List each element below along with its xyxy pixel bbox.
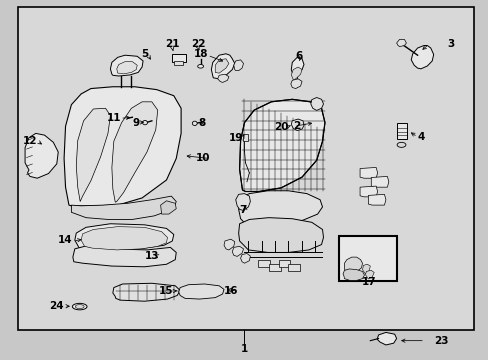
Text: 22: 22 <box>190 40 205 49</box>
Text: 16: 16 <box>224 286 238 296</box>
Bar <box>396 123 407 139</box>
Text: 17: 17 <box>361 277 375 287</box>
Text: 2: 2 <box>293 121 300 131</box>
Polygon shape <box>64 87 181 206</box>
Polygon shape <box>291 57 304 76</box>
Ellipse shape <box>197 64 203 68</box>
Ellipse shape <box>142 121 147 125</box>
Polygon shape <box>240 253 250 263</box>
Ellipse shape <box>75 305 84 309</box>
Polygon shape <box>359 167 377 178</box>
Text: 23: 23 <box>433 336 447 346</box>
Polygon shape <box>258 260 269 267</box>
Polygon shape <box>290 79 302 89</box>
Text: 21: 21 <box>165 40 179 49</box>
Text: 24: 24 <box>49 301 64 311</box>
Polygon shape <box>75 224 173 249</box>
Polygon shape <box>25 134 58 178</box>
Bar <box>242 134 248 140</box>
Polygon shape <box>288 264 300 271</box>
Text: 7: 7 <box>239 206 246 216</box>
Polygon shape <box>310 98 323 111</box>
Text: 11: 11 <box>107 113 122 123</box>
Bar <box>172 54 185 62</box>
Text: 9: 9 <box>132 118 140 128</box>
Polygon shape <box>224 239 234 250</box>
Polygon shape <box>160 201 176 214</box>
Text: 14: 14 <box>58 235 73 245</box>
Polygon shape <box>73 246 176 267</box>
Polygon shape <box>110 55 143 76</box>
Text: 19: 19 <box>229 133 243 143</box>
Text: 3: 3 <box>446 39 453 49</box>
Bar <box>174 61 183 65</box>
Text: 13: 13 <box>144 251 159 261</box>
Polygon shape <box>376 332 396 345</box>
Polygon shape <box>113 283 180 301</box>
Polygon shape <box>211 54 234 79</box>
Polygon shape <box>117 62 137 74</box>
Ellipse shape <box>72 303 87 310</box>
Text: 15: 15 <box>159 286 173 296</box>
Polygon shape <box>217 74 228 82</box>
Polygon shape <box>365 270 373 279</box>
Polygon shape <box>362 264 369 274</box>
Polygon shape <box>359 186 377 197</box>
Polygon shape <box>76 108 110 202</box>
Text: 1: 1 <box>241 343 247 354</box>
Polygon shape <box>342 269 364 280</box>
Text: 8: 8 <box>198 118 205 128</box>
Polygon shape <box>232 246 243 256</box>
Text: 6: 6 <box>295 51 303 61</box>
Polygon shape <box>71 196 176 220</box>
Polygon shape <box>238 218 323 252</box>
Bar <box>338 236 396 281</box>
Polygon shape <box>235 194 250 211</box>
Text: 10: 10 <box>196 153 210 163</box>
Polygon shape <box>410 45 433 69</box>
Polygon shape <box>370 176 388 187</box>
Text: 4: 4 <box>417 132 424 142</box>
Text: 18: 18 <box>193 49 207 59</box>
Polygon shape <box>112 102 158 202</box>
Polygon shape <box>268 264 280 271</box>
Polygon shape <box>238 191 322 225</box>
Text: 20: 20 <box>273 122 288 132</box>
Polygon shape <box>81 226 167 250</box>
Ellipse shape <box>192 121 197 126</box>
Polygon shape <box>396 40 406 46</box>
Polygon shape <box>178 284 224 299</box>
Polygon shape <box>367 194 385 205</box>
Polygon shape <box>215 59 228 73</box>
Polygon shape <box>291 119 304 131</box>
Text: 12: 12 <box>23 136 37 145</box>
Polygon shape <box>239 99 325 192</box>
Polygon shape <box>291 67 302 80</box>
Polygon shape <box>278 260 290 267</box>
Text: 5: 5 <box>141 49 148 59</box>
Polygon shape <box>344 257 362 273</box>
Polygon shape <box>233 60 243 71</box>
